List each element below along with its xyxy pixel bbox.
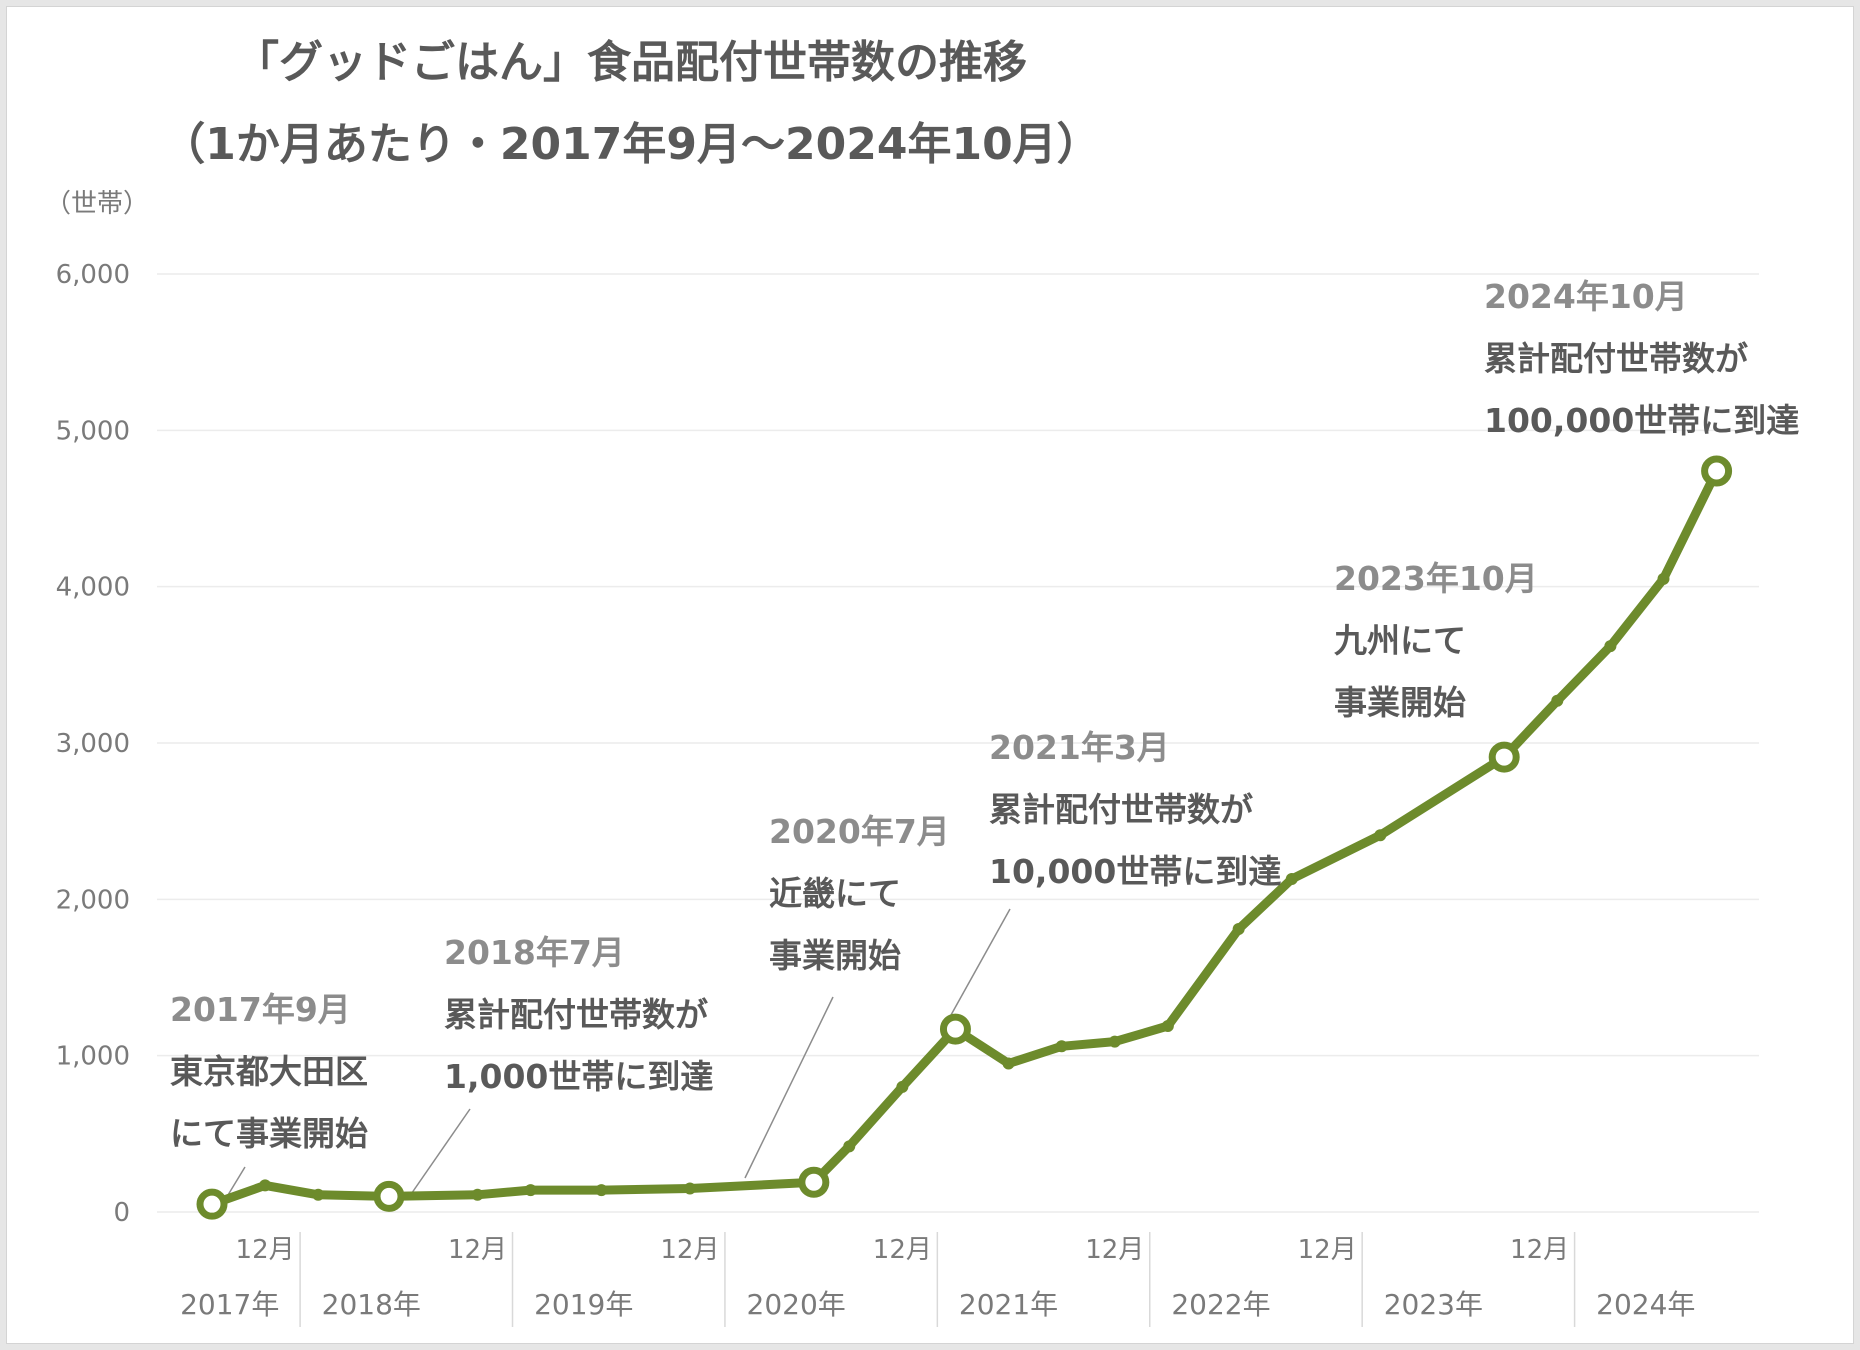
annotation-date: 2018年7月 bbox=[444, 933, 625, 972]
x-year-label: 2023年 bbox=[1384, 1288, 1483, 1321]
x-month-tick-label: 12月 bbox=[1298, 1235, 1357, 1265]
annotation-leader-line bbox=[406, 1108, 471, 1201]
highlight-point bbox=[373, 1180, 405, 1212]
annotation-leader-line bbox=[227, 1166, 246, 1196]
annotation-text: 100,000世帯に到達 bbox=[1484, 401, 1799, 440]
data-point bbox=[312, 1188, 325, 1201]
x-month-tick-label: 12月 bbox=[1085, 1235, 1144, 1265]
annotation-text: 1,000世帯に到達 bbox=[444, 1057, 713, 1096]
chart-title-line-1: 「グッドごはん」食品配付世帯数の推移 bbox=[235, 37, 1027, 88]
highlight-point bbox=[1701, 455, 1733, 487]
data-point bbox=[1055, 1040, 1068, 1053]
annotation-date: 2017年9月 bbox=[170, 990, 351, 1029]
data-point bbox=[595, 1184, 608, 1197]
annotation-leader-line bbox=[950, 908, 1011, 1016]
annotation-text: にて事業開始 bbox=[170, 1114, 368, 1153]
data-point bbox=[1551, 694, 1564, 707]
y-tick-label: 2,000 bbox=[56, 885, 130, 915]
data-point bbox=[1232, 923, 1245, 936]
annotation-date: 2020年7月 bbox=[769, 812, 950, 851]
highlight-point bbox=[1488, 741, 1520, 773]
highlight-point bbox=[798, 1166, 830, 1198]
data-point bbox=[896, 1080, 909, 1093]
annotation-date: 2021年3月 bbox=[989, 728, 1170, 767]
annotation-text: 累計配付世帯数が bbox=[989, 790, 1253, 829]
y-tick-label: 4,000 bbox=[56, 573, 130, 603]
data-point bbox=[524, 1184, 537, 1197]
annotation-leader-line bbox=[744, 996, 834, 1179]
line-chart: 「グッドごはん」食品配付世帯数の推移 （1か月あたり・2017年9月～2024年… bbox=[45, 37, 1799, 1327]
x-month-tick-label: 12月 bbox=[873, 1235, 932, 1265]
y-tick-label: 3,000 bbox=[56, 729, 130, 759]
highlight-point bbox=[196, 1188, 228, 1220]
data-points bbox=[196, 455, 1733, 1220]
x-year-label: 2021年 bbox=[959, 1288, 1058, 1321]
highlight-point bbox=[939, 1013, 971, 1045]
x-month-tick-label: 12月 bbox=[448, 1235, 507, 1265]
annotation-date: 2023年10月 bbox=[1334, 559, 1538, 598]
data-point bbox=[1161, 1019, 1174, 1032]
data-point bbox=[1374, 829, 1387, 842]
y-tick-label: 1,000 bbox=[56, 1042, 130, 1072]
y-axis-label: （世帯） bbox=[45, 189, 149, 219]
annotations: 2017年9月東京都大田区にて事業開始2018年7月累計配付世帯数が1,000世… bbox=[170, 277, 1799, 1153]
data-point bbox=[1657, 572, 1670, 585]
annotation-text: 九州にて bbox=[1334, 621, 1466, 660]
x-year-label: 2018年 bbox=[322, 1288, 421, 1321]
data-point bbox=[683, 1182, 696, 1195]
x-year-label: 2024年 bbox=[1596, 1288, 1695, 1321]
annotation-text: 東京都大田区 bbox=[170, 1052, 368, 1091]
data-point bbox=[1604, 640, 1617, 653]
x-year-label: 2022年 bbox=[1171, 1288, 1270, 1321]
x-year-label: 2020年 bbox=[747, 1288, 846, 1321]
x-year-label: 2017年 bbox=[180, 1288, 279, 1321]
data-point bbox=[843, 1140, 856, 1153]
annotation-text: 事業開始 bbox=[1334, 683, 1466, 722]
annotation-text: 10,000世帯に到達 bbox=[989, 852, 1281, 891]
data-point bbox=[1285, 873, 1298, 886]
annotation-text: 累計配付世帯数が bbox=[1484, 339, 1748, 378]
annotation-text: 近畿にて bbox=[769, 874, 901, 913]
annotation-leaders bbox=[227, 908, 1011, 1201]
annotation-date: 2024年10月 bbox=[1484, 277, 1688, 316]
gridlines bbox=[157, 273, 1759, 1213]
data-point bbox=[1002, 1057, 1015, 1070]
data-point bbox=[471, 1188, 484, 1201]
x-month-tick-label: 12月 bbox=[1510, 1235, 1569, 1265]
chart-frame: 「グッドごはん」食品配付世帯数の推移 （1か月あたり・2017年9月～2024年… bbox=[6, 6, 1854, 1344]
x-month-tick-label: 12月 bbox=[660, 1235, 719, 1265]
y-tick-label: 0 bbox=[113, 1198, 130, 1228]
data-point bbox=[259, 1179, 272, 1192]
x-month-tick-label: 12月 bbox=[236, 1235, 295, 1265]
y-tick-label: 6,000 bbox=[56, 260, 130, 290]
y-tick-label: 5,000 bbox=[56, 416, 130, 446]
chart-title-line-2: （1か月あたり・2017年9月～2024年10月） bbox=[161, 119, 1100, 170]
x-axis: 12月 12月 12月 12月 12月 12月 12月 2017年 2018年 2019年 2020… bbox=[180, 1232, 1695, 1327]
annotation-text: 事業開始 bbox=[769, 936, 901, 975]
annotation-text: 累計配付世帯数が bbox=[444, 995, 708, 1034]
data-point bbox=[1108, 1035, 1121, 1048]
x-year-label: 2019年 bbox=[534, 1288, 633, 1321]
y-axis-ticks: 0 1,000 2,000 3,000 4,000 5,000 6,000 bbox=[56, 260, 130, 1228]
